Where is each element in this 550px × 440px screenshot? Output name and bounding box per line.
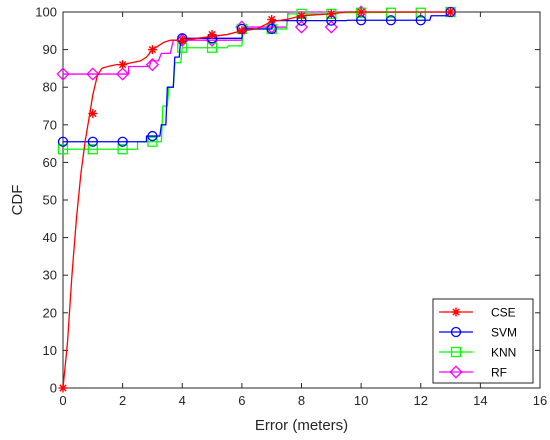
legend-item-cse: CSE (439, 306, 516, 320)
data-point-cse (58, 383, 68, 393)
y-tick-label: 0 (50, 381, 57, 396)
series-cse (58, 7, 456, 393)
data-point-rf (294, 20, 309, 34)
y-tick-label: 10 (43, 343, 57, 358)
data-point-rf (86, 67, 100, 81)
data-point-svm (415, 15, 426, 26)
legend: CSE SVM KNN RF (432, 298, 534, 384)
data-point-knn (87, 144, 98, 155)
legend-item-svm: SVM (439, 326, 517, 340)
y-tick-label: 20 (43, 305, 57, 320)
data-point-cse (326, 9, 336, 19)
data-point-cse (207, 30, 217, 40)
legend-item-rf: RF (439, 365, 507, 380)
series-group (56, 5, 456, 393)
series-line-knn (63, 11, 451, 150)
x-tick-label: 14 (473, 393, 487, 408)
data-point-svm (266, 23, 277, 35)
data-point-svm (147, 130, 158, 142)
x-tick-label: 0 (59, 393, 66, 408)
x-tick-label: 6 (238, 393, 245, 408)
legend-marker-rf (449, 365, 463, 379)
legend-label-cse: CSE (491, 306, 516, 320)
legend-marker-knn (450, 346, 462, 358)
y-tick-label: 30 (43, 268, 57, 283)
series-line-rf (63, 11, 451, 75)
x-axis-label: Error (meters) (255, 417, 348, 434)
data-point-knn (147, 136, 158, 147)
data-point-cse (147, 45, 157, 55)
data-point-cse (177, 35, 187, 45)
y-tick-label: 50 (43, 193, 57, 208)
y-tick-label: 70 (43, 117, 57, 132)
legend-label-knn: KNN (491, 346, 516, 360)
data-point-cse (237, 26, 247, 36)
data-point-svm (87, 136, 98, 147)
y-tick-label: 90 (43, 42, 57, 57)
data-point-cse (118, 60, 128, 70)
data-point-cse (88, 109, 98, 119)
axis-ticks: 0 2 4 6 8 10 12 14 16 0 10 20 30 40 50 60 70 80 90 100 (35, 5, 547, 409)
data-point-knn (57, 144, 69, 155)
y-tick-label: 60 (43, 155, 57, 170)
x-tick-label: 8 (298, 393, 305, 408)
data-point-knn (415, 7, 426, 18)
legend-marker-svm (450, 326, 462, 338)
x-tick-label: 12 (414, 393, 428, 408)
series-line-svm (63, 11, 451, 143)
legend-label-rf: RF (491, 366, 507, 380)
data-point-svm (57, 136, 69, 147)
y-axis-label: CDF (9, 185, 26, 216)
x-tick-label: 10 (354, 393, 368, 408)
data-point-cse (297, 11, 306, 21)
y-tick-label: 80 (43, 80, 57, 95)
data-point-rf (324, 20, 338, 34)
data-point-rf (56, 67, 70, 81)
y-tick-label: 100 (35, 5, 57, 20)
data-point-knn (385, 7, 397, 18)
legend-item-knn: KNN (439, 346, 516, 360)
x-tick-label: 4 (179, 393, 186, 408)
y-tick-label: 40 (43, 230, 57, 245)
series-line-cse (62, 11, 451, 389)
data-point-svm (117, 136, 128, 147)
data-point-rf (145, 58, 160, 72)
legend-box (432, 298, 534, 384)
data-point-cse (446, 7, 456, 17)
data-point-rf (116, 67, 130, 81)
data-point-cse (356, 7, 366, 17)
data-point-cse (267, 15, 277, 25)
data-point-svm (385, 15, 397, 26)
x-tick-label: 16 (533, 393, 547, 408)
data-point-knn (117, 144, 128, 155)
legend-label-svm: SVM (491, 326, 517, 340)
legend-marker-cse (451, 307, 461, 317)
data-point-rf (265, 20, 279, 34)
x-tick-label: 2 (119, 393, 126, 408)
